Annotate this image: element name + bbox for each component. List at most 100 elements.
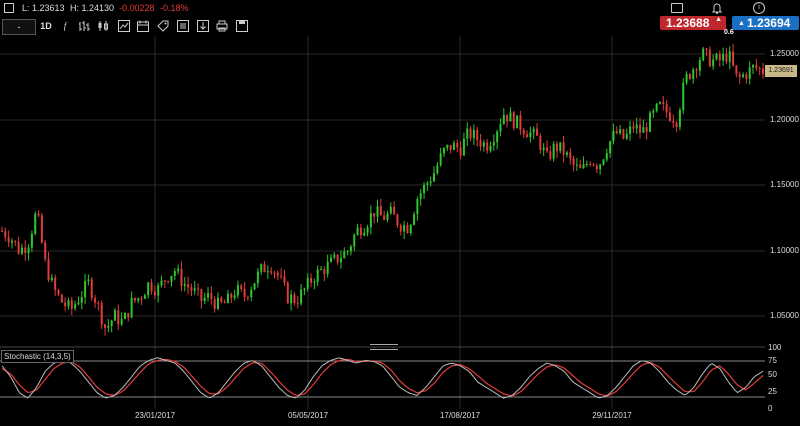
candle-body bbox=[396, 214, 399, 226]
symbol-select[interactable]: - bbox=[2, 19, 36, 35]
candle-body bbox=[718, 53, 721, 61]
stochastic-k-line bbox=[1, 357, 764, 399]
candle-body bbox=[386, 213, 389, 220]
window-icon[interactable] bbox=[671, 3, 683, 13]
candle-body bbox=[536, 128, 539, 136]
candle-body bbox=[715, 53, 718, 60]
candle-body bbox=[346, 251, 349, 253]
candle-body bbox=[555, 143, 558, 151]
candle-body bbox=[685, 73, 688, 83]
candle-body bbox=[127, 313, 130, 318]
candle-body bbox=[383, 215, 386, 220]
candle-body bbox=[70, 300, 73, 309]
candle-body bbox=[160, 280, 163, 286]
formula-icon[interactable]: f bbox=[63, 21, 67, 31]
candle-body bbox=[313, 281, 316, 283]
candle-body bbox=[230, 293, 233, 298]
low-price-label: L: 1.23613 bbox=[22, 3, 65, 13]
sell-price-button[interactable]: 1.23688 ▲ bbox=[660, 16, 726, 30]
info-icon[interactable]: i bbox=[753, 2, 765, 14]
candle-body bbox=[376, 206, 379, 217]
candle-body bbox=[283, 276, 286, 283]
candle-body bbox=[695, 69, 698, 71]
panel-resize-handle[interactable] bbox=[370, 344, 398, 350]
candle-body bbox=[539, 135, 542, 150]
candle-body bbox=[339, 258, 342, 263]
candle-body bbox=[333, 254, 336, 258]
settings-list-icon[interactable] bbox=[177, 19, 189, 33]
candle-body bbox=[369, 213, 372, 228]
candle-body bbox=[619, 129, 622, 134]
candle-body bbox=[217, 297, 220, 309]
candle-body bbox=[250, 289, 253, 298]
candle-body bbox=[622, 129, 625, 139]
candle-body bbox=[67, 300, 70, 307]
candle-body bbox=[246, 296, 249, 298]
candle-body bbox=[446, 144, 449, 148]
candle-body bbox=[349, 246, 352, 252]
buy-price-button[interactable]: ▲ 1.23694 bbox=[732, 16, 799, 30]
candle-body bbox=[74, 304, 77, 309]
timeframe-button[interactable]: 1D bbox=[38, 19, 54, 33]
price-chart[interactable] bbox=[0, 36, 800, 426]
candle-body bbox=[399, 225, 402, 232]
candle-body bbox=[702, 48, 705, 61]
candle-body bbox=[320, 269, 323, 271]
toolbar: - 1D f bbox=[0, 16, 800, 36]
candle-body bbox=[276, 272, 279, 276]
bar-chart-icon[interactable] bbox=[78, 19, 90, 33]
candle-body bbox=[80, 297, 83, 303]
candle-body bbox=[10, 240, 13, 243]
candle-body bbox=[748, 67, 751, 79]
time-tick: 23/01/2017 bbox=[134, 411, 176, 420]
stochastic-panel bbox=[0, 357, 765, 399]
candle-body bbox=[569, 152, 572, 159]
time-tick: 29/11/2017 bbox=[592, 411, 632, 420]
candle-body bbox=[253, 283, 256, 290]
candle-body bbox=[469, 128, 472, 139]
candle-body bbox=[492, 142, 495, 146]
buy-price: 1.23694 bbox=[746, 16, 791, 30]
candle-body bbox=[379, 206, 382, 216]
candle-body bbox=[243, 288, 246, 297]
candle-body bbox=[479, 140, 482, 147]
candle-body bbox=[589, 164, 592, 166]
candle-body bbox=[190, 287, 193, 291]
candle-body bbox=[17, 241, 20, 254]
save-icon[interactable] bbox=[236, 19, 248, 33]
calendar-icon[interactable] bbox=[137, 19, 149, 33]
candle-body bbox=[732, 51, 735, 66]
candlestick-icon[interactable] bbox=[97, 19, 109, 33]
candle-body bbox=[582, 164, 585, 169]
symbol-select-value: - bbox=[17, 22, 21, 32]
candle-body bbox=[133, 297, 136, 301]
candle-body bbox=[419, 193, 422, 200]
candle-body bbox=[296, 303, 299, 305]
candle-body bbox=[343, 251, 346, 259]
candle-body bbox=[542, 147, 545, 150]
stochastic-tick: 50 bbox=[768, 370, 777, 379]
tag-icon[interactable] bbox=[157, 19, 169, 33]
line-draw-icon[interactable] bbox=[118, 19, 130, 33]
candle-body bbox=[270, 271, 273, 273]
candle-body bbox=[665, 104, 668, 113]
candle-body bbox=[512, 112, 515, 129]
candle-body bbox=[632, 126, 635, 129]
candle-body bbox=[150, 282, 153, 292]
candle-body bbox=[672, 120, 675, 123]
candle-body bbox=[406, 225, 409, 234]
candle-body bbox=[60, 294, 63, 303]
print-icon[interactable] bbox=[216, 19, 228, 33]
candle-body bbox=[200, 289, 203, 301]
candle-body bbox=[509, 112, 512, 122]
checkbox-icon[interactable] bbox=[4, 3, 14, 13]
candle-body bbox=[57, 290, 60, 295]
candle-body bbox=[416, 199, 419, 215]
candle-body bbox=[4, 231, 7, 238]
export-icon[interactable] bbox=[197, 19, 209, 33]
bell-icon[interactable] bbox=[711, 1, 723, 14]
candle-body bbox=[489, 145, 492, 151]
candle-body bbox=[130, 297, 133, 318]
candle-body bbox=[459, 147, 462, 156]
candle-body bbox=[592, 164, 595, 166]
